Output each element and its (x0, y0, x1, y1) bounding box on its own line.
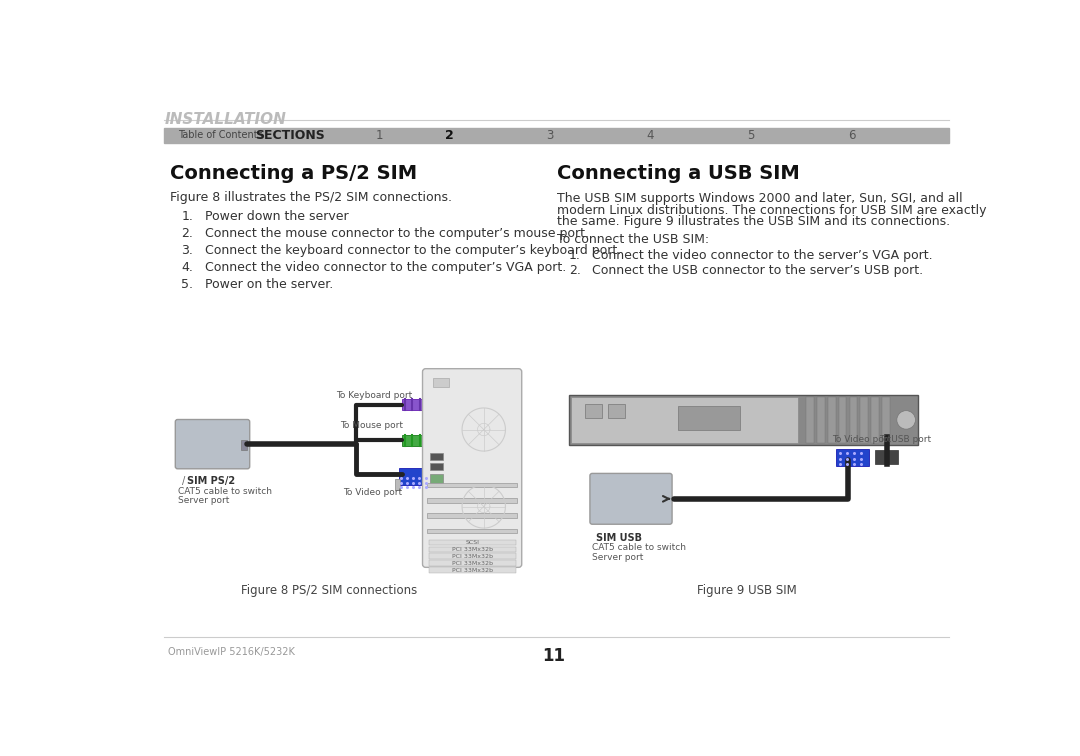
Text: 2: 2 (445, 129, 454, 142)
Bar (828, 397, 836, 442)
Bar (436, 479, 441, 490)
Bar (584, 404, 602, 418)
Bar (403, 435, 430, 446)
Text: Connect the mouse connector to the computer’s mouse port.: Connect the mouse connector to the compu… (205, 227, 589, 240)
Bar (403, 399, 430, 411)
Text: CAT5 cable to switch: CAT5 cable to switch (592, 544, 686, 553)
Text: the same. Figure 9 illustrates the USB SIM and its connections.: the same. Figure 9 illustrates the USB S… (557, 215, 950, 228)
Bar (428, 513, 517, 518)
Text: SIM PS/2: SIM PS/2 (187, 476, 235, 485)
Bar (428, 482, 517, 488)
Bar (872, 397, 879, 442)
Bar (850, 397, 858, 442)
Text: Connect the video connector to the server’s VGA port.: Connect the video connector to the serve… (592, 249, 933, 262)
Text: Figure 8 PS/2 SIM connections: Figure 8 PS/2 SIM connections (241, 584, 417, 596)
Text: /: / (181, 476, 185, 485)
Text: Server port: Server port (177, 496, 229, 505)
Bar (429, 540, 515, 545)
Text: 11: 11 (542, 646, 565, 665)
Text: modern Linux distributions. The connections for USB SIM are exactly: modern Linux distributions. The connecti… (557, 204, 987, 217)
Circle shape (896, 411, 916, 429)
Bar (861, 397, 868, 442)
Text: PCI 33Mx32b: PCI 33Mx32b (451, 561, 492, 565)
Bar (429, 553, 515, 559)
Text: 3.: 3. (181, 244, 193, 257)
Bar (433, 378, 449, 387)
Bar (395, 479, 400, 490)
Text: PCI 33Mx32b: PCI 33Mx32b (451, 568, 492, 572)
Bar (430, 474, 443, 483)
Bar (428, 436, 438, 444)
Text: Figure 8 illustrates the PS/2 SIM connections.: Figure 8 illustrates the PS/2 SIM connec… (170, 191, 451, 204)
Text: To Keyboard port: To Keyboard port (337, 391, 413, 400)
Bar (882, 397, 890, 442)
Bar (429, 560, 515, 565)
Text: 5.: 5. (181, 278, 193, 291)
Text: To connect the USB SIM:: To connect the USB SIM: (557, 233, 710, 246)
Text: CAT5 cable to switch: CAT5 cable to switch (177, 487, 272, 495)
Text: SIM USB: SIM USB (596, 533, 643, 543)
Text: 1.: 1. (569, 249, 581, 262)
Text: Table of Contents: Table of Contents (177, 130, 262, 141)
Text: Connecting a USB SIM: Connecting a USB SIM (557, 164, 800, 183)
Text: Connecting a PS/2 SIM: Connecting a PS/2 SIM (170, 164, 417, 183)
FancyBboxPatch shape (175, 420, 249, 469)
Text: Server port: Server port (592, 553, 644, 562)
Text: 4.: 4. (181, 261, 193, 274)
Text: 2.: 2. (569, 264, 581, 277)
Bar (836, 449, 869, 466)
Text: Power on the server.: Power on the server. (205, 278, 333, 291)
Bar (241, 439, 247, 451)
Bar (571, 397, 798, 442)
Bar (430, 454, 443, 460)
Text: 3: 3 (545, 129, 553, 142)
Text: 2.: 2. (181, 227, 193, 240)
Text: Power down the server: Power down the server (205, 210, 349, 223)
Text: 1: 1 (375, 129, 382, 142)
Bar (429, 547, 515, 552)
Text: The USB SIM supports Windows 2000 and later, Sun, SGI, and all: The USB SIM supports Windows 2000 and la… (557, 192, 963, 206)
Bar (875, 451, 899, 464)
FancyBboxPatch shape (422, 369, 522, 567)
Text: SCSI: SCSI (465, 540, 480, 545)
Text: To Mouse port: To Mouse port (340, 421, 403, 430)
Bar (429, 567, 515, 573)
Text: PCI 33Mx32b: PCI 33Mx32b (451, 547, 492, 552)
Text: Connect the video connector to the computer’s VGA port.: Connect the video connector to the compu… (205, 261, 566, 274)
Text: Connect the USB connector to the server’s USB port.: Connect the USB connector to the server’… (592, 264, 923, 277)
Bar (430, 463, 443, 469)
Bar (428, 400, 438, 408)
Bar (164, 128, 948, 143)
Text: SECTIONS: SECTIONS (255, 129, 325, 142)
Text: To USB port: To USB port (879, 435, 931, 444)
Text: OmniViewIP 5216K/5232K: OmniViewIP 5216K/5232K (167, 646, 295, 657)
Bar (569, 395, 918, 445)
Text: 4: 4 (647, 129, 654, 142)
Bar (428, 498, 517, 503)
Text: 1.: 1. (181, 210, 193, 223)
Bar (608, 404, 625, 418)
Bar (839, 397, 847, 442)
Bar (816, 397, 825, 442)
Bar (428, 529, 517, 534)
Bar (677, 407, 740, 429)
Text: 6: 6 (848, 129, 855, 142)
Text: INSTALLATION: INSTALLATION (164, 113, 286, 127)
Bar (399, 468, 437, 485)
Text: Figure 9 USB SIM: Figure 9 USB SIM (698, 584, 797, 596)
Text: To Video port: To Video port (833, 435, 892, 444)
Text: To Video port: To Video port (342, 488, 402, 497)
Text: 5: 5 (747, 129, 755, 142)
Text: Connect the keyboard connector to the computer’s keyboard port.: Connect the keyboard connector to the co… (205, 244, 621, 257)
Bar (806, 397, 814, 442)
FancyBboxPatch shape (590, 473, 672, 524)
Text: PCI 33Mx32b: PCI 33Mx32b (451, 553, 492, 559)
